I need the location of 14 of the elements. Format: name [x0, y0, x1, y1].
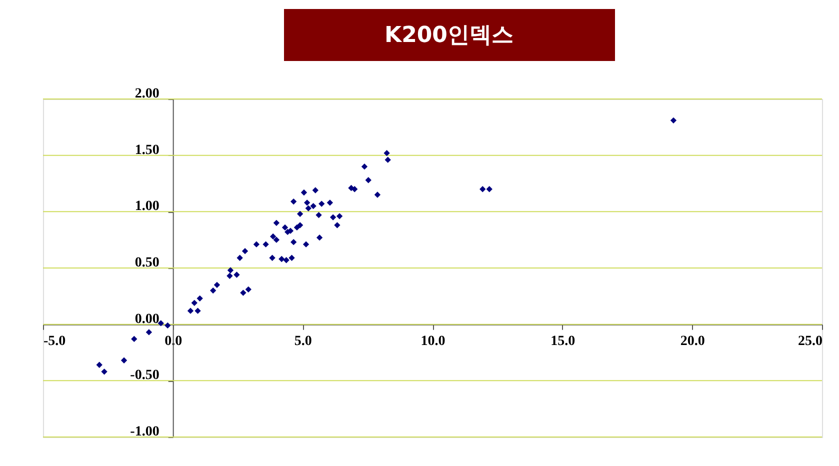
y-tick-label: 1.00	[134, 199, 160, 214]
x-tick-label: 15.0	[550, 334, 576, 349]
y-tick-label: 1.50	[134, 142, 160, 158]
y-tick-label: 0.50	[134, 256, 160, 270]
x-tick-label: 5.0	[294, 334, 312, 349]
chart-title: K200인덱스	[384, 23, 514, 48]
y-tick-label: 0.00	[134, 312, 160, 327]
x-tick-label: 20.0	[680, 334, 705, 349]
x-tick-label: -5.0	[44, 334, 66, 349]
x-tick-label: 25.0	[798, 334, 822, 349]
x-tick-label: 10.0	[420, 334, 446, 349]
y-tick-label: -1.00	[130, 424, 160, 440]
y-tick-label: -0.50	[130, 368, 160, 384]
y-tick-label: 2.00	[134, 86, 160, 102]
